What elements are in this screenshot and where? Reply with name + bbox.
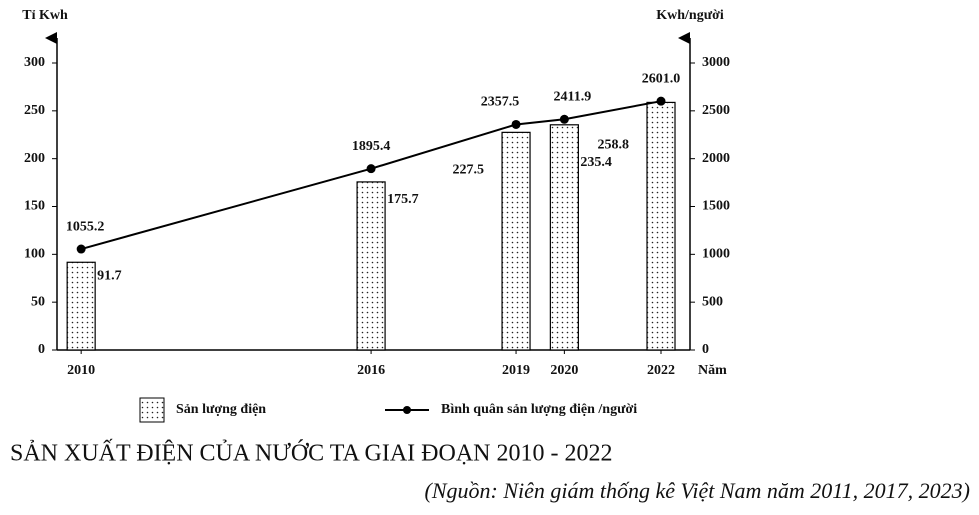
y2-tick-label: 1000 [702, 247, 730, 262]
y2-tick-label: 500 [702, 294, 723, 309]
source: (Nguồn: Niên giám thống kê Việt Nam năm … [425, 478, 970, 503]
line-value-label: 2411.9 [553, 89, 591, 104]
x-tick-label: 2010 [67, 363, 95, 378]
y2-axis-title: Kwh/người [656, 8, 724, 23]
bar [646, 101, 676, 351]
bar-value-label: 258.8 [598, 138, 630, 153]
y2-tick-label: 3000 [702, 55, 730, 70]
y-tick-label: 50 [31, 294, 45, 309]
chart-title: SẢN XUẤT ĐIỆN CỦA NƯỚC TA GIAI ĐOẠN 2010… [10, 440, 612, 467]
bar-value-label: 227.5 [453, 163, 485, 178]
x-tick-label: 2016 [357, 363, 385, 378]
line-point [656, 96, 666, 106]
y-tick-label: 150 [24, 199, 45, 214]
bar-value-label: 91.7 [97, 268, 122, 283]
line-point [511, 119, 521, 129]
y2-tick-label: 1500 [702, 199, 730, 214]
bar [356, 181, 386, 351]
y-tick-label: 200 [24, 151, 45, 166]
y-tick-label: 0 [38, 342, 45, 357]
legend-swatch [403, 406, 411, 414]
line-point [76, 244, 86, 254]
line-value-label: 2357.5 [481, 95, 520, 110]
bar [501, 131, 531, 351]
legend-swatch [139, 397, 165, 423]
line-point [559, 114, 569, 124]
y-tick-label: 250 [24, 103, 45, 118]
line-value-label: 2601.0 [642, 71, 681, 86]
y2-tick-label: 2500 [702, 103, 730, 118]
legend-label: Bình quân sản lượng điện /người [441, 402, 637, 417]
bar [549, 124, 579, 351]
y-tick-label: 300 [24, 55, 45, 70]
y2-tick-label: 2000 [702, 151, 730, 166]
line-value-label: 1895.4 [352, 139, 391, 154]
y-tick-label: 100 [24, 247, 45, 262]
bar-value-label: 175.7 [387, 192, 419, 207]
x-tick-label: 2020 [550, 363, 578, 378]
x-tick-label: 2019 [502, 363, 530, 378]
bar-value-label: 235.4 [580, 155, 612, 170]
bar [66, 261, 96, 351]
y-axis-title: Tỉ Kwh [22, 8, 68, 23]
line-value-label: 1055.2 [66, 219, 105, 234]
y2-tick-label: 0 [702, 342, 709, 357]
line-point [366, 164, 376, 174]
x-tick-label: 2022 [647, 363, 675, 378]
x-axis-title: Năm [698, 363, 727, 378]
legend-label: Sản lượng điện [176, 402, 266, 417]
